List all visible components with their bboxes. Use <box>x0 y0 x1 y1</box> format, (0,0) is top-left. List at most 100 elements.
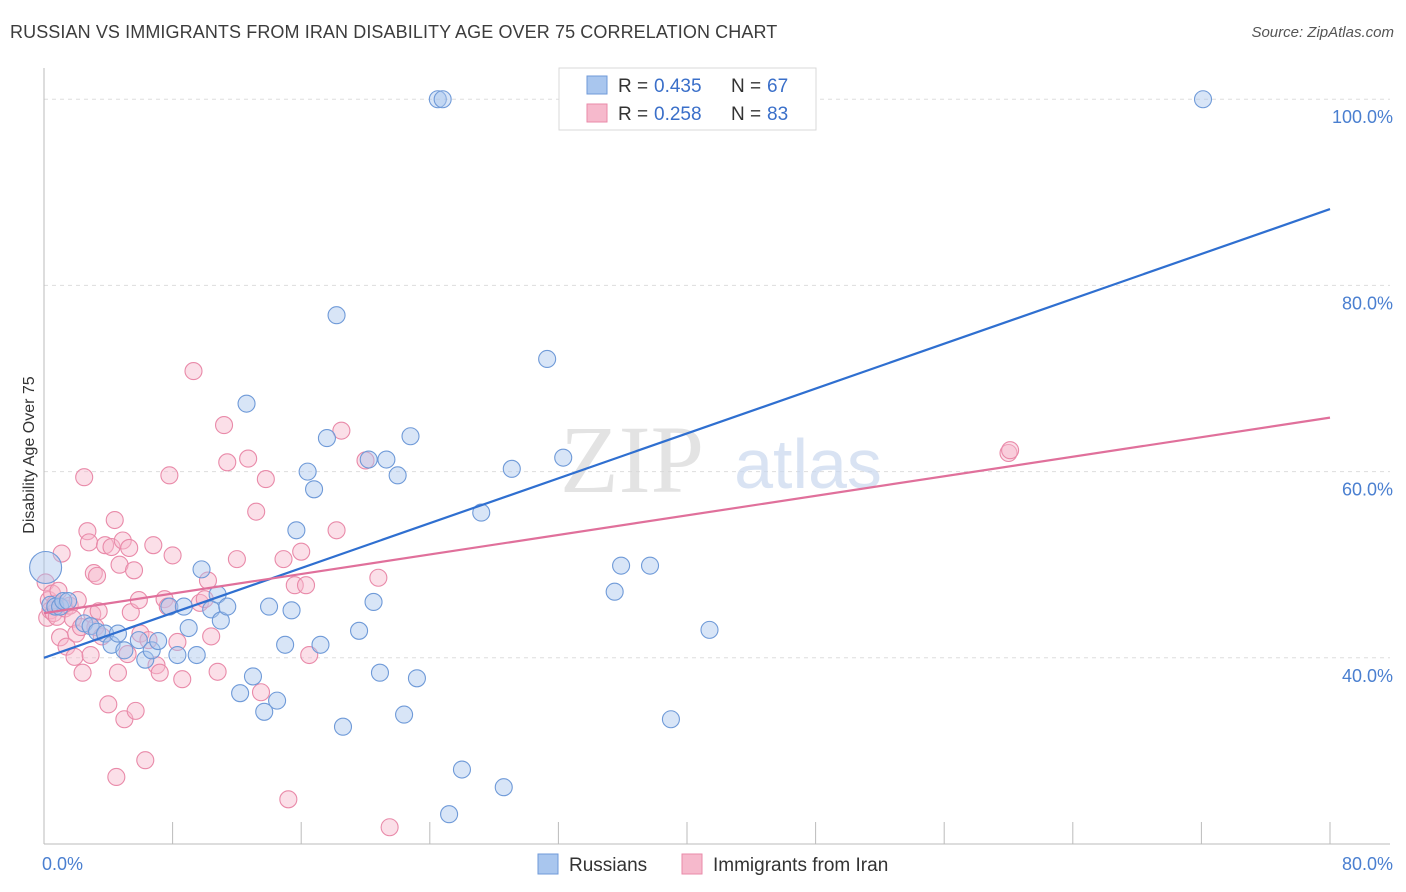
bottom-legend-russians-swatch <box>537 853 559 875</box>
iran-point <box>99 695 118 714</box>
russians-point <box>311 635 330 654</box>
russians-point <box>433 90 452 109</box>
russians-point <box>168 645 187 665</box>
iran-point <box>168 632 187 652</box>
russians-point <box>401 427 420 446</box>
iran-point <box>73 663 92 682</box>
russians-point <box>452 760 472 779</box>
russians-point <box>149 632 168 651</box>
russians-point <box>317 429 336 448</box>
russians-point <box>108 624 127 643</box>
iran-point <box>202 627 221 646</box>
russians-point <box>268 691 287 710</box>
x-tick-labels: 0.0% 80.0% <box>42 854 1393 874</box>
y-axis-label: Disability Age Over 75 <box>21 376 38 534</box>
russians-trend-line <box>43 208 1331 659</box>
iran-point <box>87 566 107 585</box>
russians-point <box>407 669 426 688</box>
iran-point <box>126 701 145 720</box>
russians-point <box>364 592 383 612</box>
russians-point <box>231 684 250 703</box>
russians-point <box>350 621 369 640</box>
bottom-legend-russians-label: Russians <box>569 855 647 876</box>
russians-point <box>359 450 378 469</box>
trend-lines <box>43 208 1331 659</box>
russians-point <box>388 466 407 485</box>
iran-point <box>300 645 319 665</box>
iran-point <box>369 568 388 587</box>
iran-point <box>256 470 275 489</box>
iran-point <box>79 533 99 552</box>
y-tick-label: 40.0% <box>1342 666 1393 686</box>
legend-russians-r-value: 0.435 <box>654 76 702 97</box>
legend-iran-r-label: R = <box>618 104 648 125</box>
iran-point <box>107 767 126 787</box>
iran-point <box>227 550 246 569</box>
russians-point <box>192 560 211 579</box>
y-tick-label: 100.0% <box>1332 107 1393 127</box>
iran-point <box>327 521 346 540</box>
russians-point <box>255 702 274 721</box>
watermark-atlas: atlas <box>734 425 882 503</box>
iran-point <box>105 510 124 530</box>
russians-point <box>1193 90 1213 109</box>
russians-point <box>333 717 353 736</box>
iran-point <box>274 550 293 569</box>
iran-point <box>120 538 139 558</box>
russians-point <box>129 631 148 650</box>
iran-point <box>214 416 234 435</box>
russians-point <box>29 550 63 585</box>
russians-point <box>298 462 317 481</box>
russians-point <box>700 620 719 639</box>
legend-russians-r-label: R = <box>618 76 648 97</box>
russians-point <box>142 641 161 660</box>
iran-point <box>218 453 237 472</box>
iran-points <box>36 362 1020 837</box>
russians-point <box>327 306 346 325</box>
russians-point <box>287 521 306 540</box>
russians-point <box>640 556 660 575</box>
russians-point <box>377 450 396 469</box>
russians-points <box>29 90 1213 824</box>
iran-point <box>380 818 399 837</box>
russians-point <box>554 448 573 467</box>
russians-point <box>440 805 459 824</box>
russians-point <box>428 90 447 109</box>
legend-russians-n-label: N = <box>731 76 761 97</box>
iran-point <box>208 662 227 681</box>
russians-point <box>370 663 390 682</box>
grid-lines <box>44 98 1390 659</box>
iran-trend-line <box>43 416 1331 615</box>
iran-point <box>279 790 298 809</box>
russians-point <box>237 394 256 413</box>
russians-point <box>187 645 206 665</box>
watermark-zip: ZIP <box>560 406 704 513</box>
y-tick-labels: 40.0% 60.0% 80.0% 100.0% <box>1332 107 1393 686</box>
russians-point <box>136 650 155 669</box>
iran-point <box>184 362 203 381</box>
russians-point <box>115 641 134 660</box>
iran-point <box>144 536 163 555</box>
iran-point <box>247 502 266 521</box>
legend-iran-n-label: N = <box>731 104 761 125</box>
iran-point <box>102 537 121 557</box>
iran-point <box>124 561 144 580</box>
iran-point <box>136 751 155 770</box>
iran-point <box>75 468 94 487</box>
iran-point <box>84 564 103 583</box>
russians-point <box>538 349 557 369</box>
iran-point <box>150 663 169 682</box>
iran-point <box>163 546 182 565</box>
legend-russians-n-value: 67 <box>767 76 788 97</box>
bottom-legend-iran-label: Immigrants from Iran <box>713 855 888 876</box>
iran-point <box>160 466 179 485</box>
iran-point <box>139 631 158 650</box>
russians-point <box>259 597 279 616</box>
y-tick-label: 80.0% <box>1342 293 1393 313</box>
iran-point <box>1001 441 1020 460</box>
bottom-legend-iran-swatch <box>681 853 703 875</box>
russians-point <box>276 635 295 654</box>
iran-point <box>65 647 84 666</box>
x-tick-label: 0.0% <box>42 854 83 874</box>
